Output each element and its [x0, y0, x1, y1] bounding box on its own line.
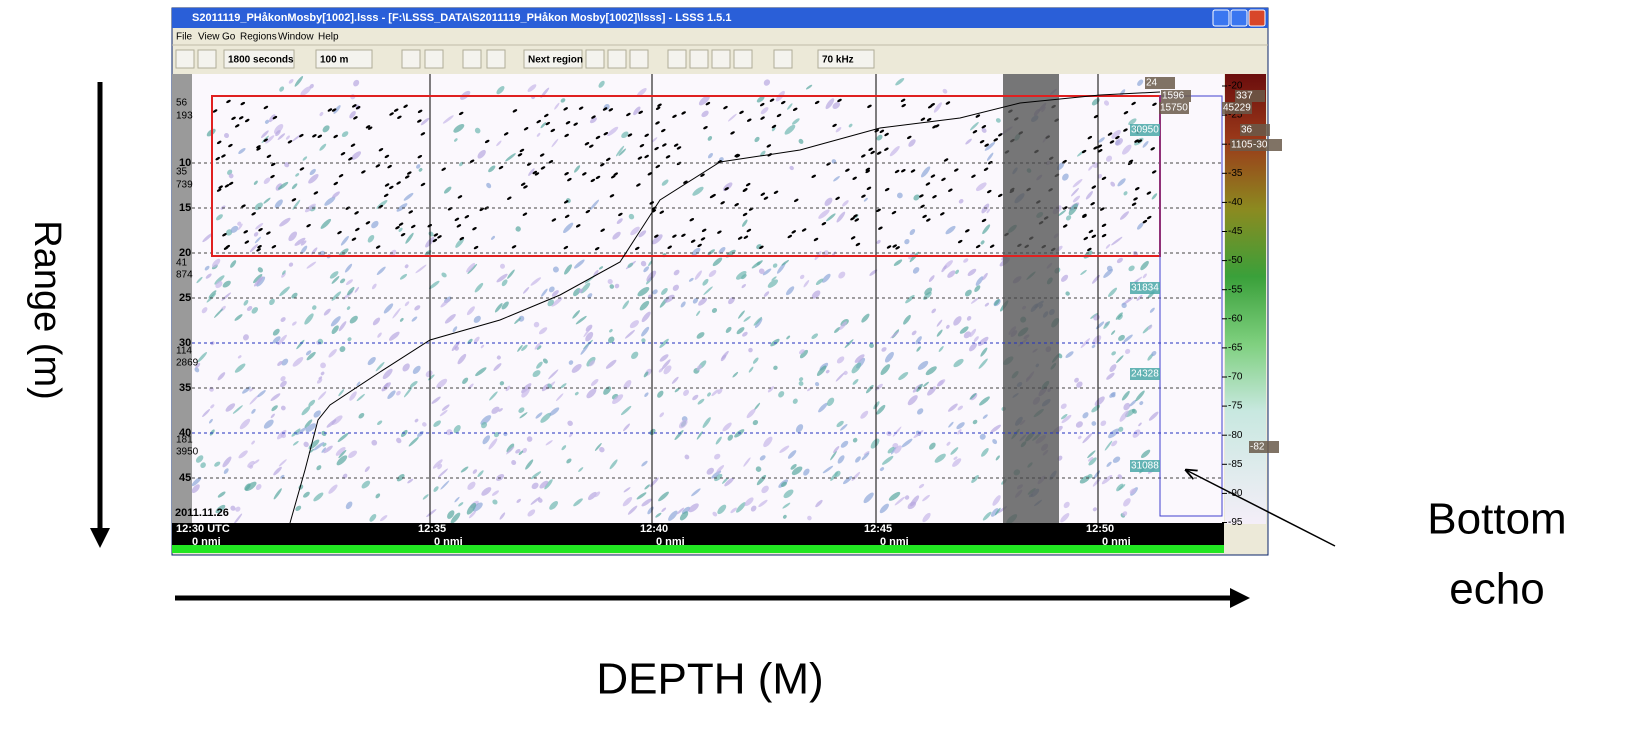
menu-item[interactable]: View [198, 32, 220, 43]
date-label: 2011.11.26 [175, 507, 229, 519]
toolbar-button[interactable] [630, 50, 648, 68]
time-label: 12:30 UTC [176, 523, 230, 535]
toolbar-button[interactable] [668, 50, 686, 68]
x-axis-label: DEPTH (M) [596, 655, 823, 704]
toolbar-label[interactable]: 70 kHz [822, 55, 854, 66]
scale-label: -60 [1228, 313, 1243, 324]
depth-tick-label: 45 [179, 472, 191, 484]
readout: -30 [1253, 140, 1268, 151]
scale-label: -40 [1228, 197, 1243, 208]
readout: 337 [1236, 91, 1253, 102]
toolbar-button[interactable] [198, 50, 216, 68]
callout-line: echo [1449, 565, 1544, 614]
scale-label: -45 [1228, 226, 1243, 237]
scale-label: -75 [1228, 401, 1243, 412]
readout: 31088 [1131, 461, 1159, 472]
echogram [172, 74, 1224, 524]
readout: 24 [1146, 78, 1158, 89]
distance-label: 0 nmi [1102, 536, 1131, 548]
time-label: 12:50 [1086, 523, 1114, 535]
readout: -82 [1250, 442, 1265, 453]
readout: 24328 [1131, 369, 1159, 380]
menu-item[interactable]: Help [318, 32, 339, 43]
time-label: 12:40 [640, 523, 668, 535]
status-bar [172, 545, 1224, 553]
toolbar-button[interactable] [425, 50, 443, 68]
readout: 114 [176, 346, 192, 357]
toolbar-button[interactable] [712, 50, 730, 68]
toolbar-label[interactable]: 100 m [320, 55, 348, 66]
distance-label: 0 nmi [192, 536, 221, 548]
readout: 739 [176, 180, 193, 191]
menu-item[interactable]: Go [222, 32, 236, 43]
readout: 30950 [1131, 125, 1159, 136]
depth-tick-label: 15 [179, 202, 191, 214]
toolbar-button[interactable] [487, 50, 505, 68]
depth-tick-label: 35 [179, 382, 191, 394]
toolbar-button[interactable] [176, 50, 194, 68]
readout: 31834 [1131, 283, 1159, 294]
readout: 2869 [176, 358, 199, 369]
scale-label: -95 [1228, 517, 1243, 528]
minimize-button[interactable] [1213, 10, 1229, 26]
readout: 36 [1241, 125, 1253, 136]
time-label: 12:45 [864, 523, 892, 535]
readout: 193 [176, 111, 193, 122]
toolbar-button[interactable] [734, 50, 752, 68]
readout: 41 [176, 258, 188, 269]
toolbar-button[interactable] [690, 50, 708, 68]
window-title: S2011119_PHåkonMosby[1002].lsss - [F:\LS… [192, 12, 731, 24]
toolbar-button[interactable] [463, 50, 481, 68]
readout: 45229 [1223, 103, 1251, 114]
scale-label: -70 [1228, 372, 1243, 383]
menu-item[interactable]: File [176, 32, 193, 43]
noise-band [1003, 74, 1059, 524]
time-label: 12:35 [418, 523, 446, 535]
readout: 874 [176, 270, 193, 281]
maximize-button[interactable] [1231, 10, 1247, 26]
readout: 181 [176, 435, 193, 446]
toolbar-label[interactable]: 1800 seconds [228, 55, 294, 66]
menu-item[interactable]: Window [278, 32, 314, 43]
slide: S2011119_PHåkonMosby[1002].lsss - [F:\LS… [0, 0, 1647, 741]
scale-label: -50 [1228, 255, 1243, 266]
callout-line: Bottom [1427, 495, 1566, 544]
menu-item[interactable]: Regions [240, 32, 277, 43]
toolbar-button[interactable] [608, 50, 626, 68]
scale-label: -80 [1228, 430, 1243, 441]
time-bar [172, 523, 1224, 547]
close-button[interactable] [1249, 10, 1265, 26]
scale-label: -65 [1228, 343, 1243, 354]
toolbar-button[interactable] [402, 50, 420, 68]
readout: 3950 [176, 447, 199, 458]
scale-label: -55 [1228, 284, 1243, 295]
readout: 1596 [1162, 91, 1185, 102]
readout: 1105 [1231, 140, 1253, 151]
readout: 35 [176, 167, 188, 178]
toolbar-button[interactable] [774, 50, 792, 68]
scale-label: -85 [1228, 459, 1243, 470]
readout: 56 [176, 98, 188, 109]
readout: 15750 [1160, 103, 1188, 114]
toolbar-label[interactable]: Next region [528, 55, 583, 66]
distance-label: 0 nmi [880, 536, 909, 548]
depth-tick-label: 25 [179, 292, 191, 304]
y-axis-label: Range (m) [26, 220, 68, 400]
distance-label: 0 nmi [434, 536, 463, 548]
toolbar-button[interactable] [586, 50, 604, 68]
distance-label: 0 nmi [656, 536, 685, 548]
scale-label: -35 [1228, 168, 1243, 179]
